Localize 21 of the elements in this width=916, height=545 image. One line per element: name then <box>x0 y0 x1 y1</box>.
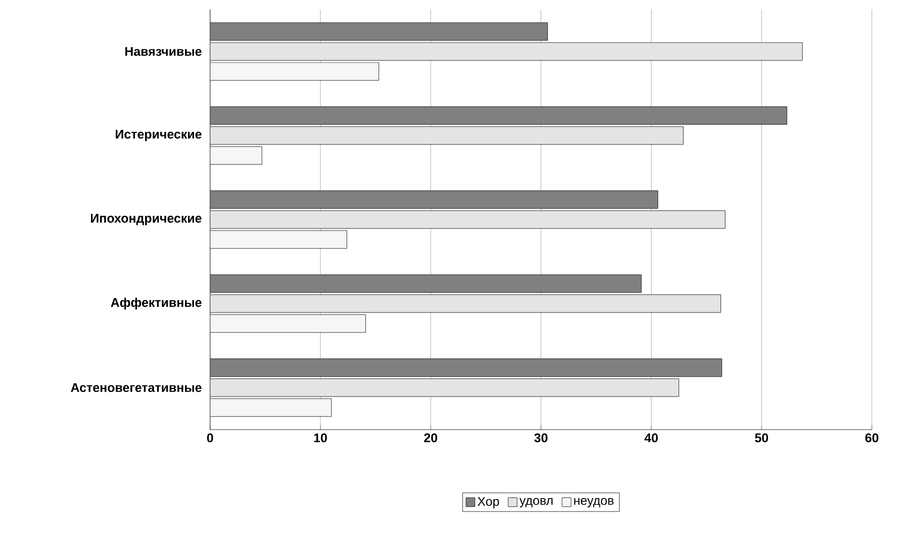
bar <box>210 378 680 397</box>
x-tick-label: 0 <box>207 433 214 442</box>
y-tick-label: Ипохондрические <box>90 214 202 226</box>
x-tick-label: 10 <box>314 433 327 442</box>
bar <box>210 42 803 61</box>
x-tick-label: 50 <box>754 433 768 442</box>
y-tick-label: Астеновегетативные <box>70 383 202 392</box>
y-tick-label: Навязчивые <box>125 46 202 56</box>
legend-label: удовл <box>519 498 553 508</box>
bar <box>210 210 726 229</box>
bar <box>210 126 684 145</box>
x-tick-label: 30 <box>534 433 548 442</box>
y-tick-label: Истерические <box>116 130 202 142</box>
y-tick-label: Аффективные <box>110 298 202 310</box>
x-tick-label: 40 <box>644 433 658 442</box>
legend-label: неудов <box>574 498 614 508</box>
x-tick-label: 60 <box>865 433 878 442</box>
x-tick-label: 20 <box>424 433 438 442</box>
bar <box>210 62 380 80</box>
bar <box>210 294 721 313</box>
legend-label: Хор <box>478 496 499 508</box>
